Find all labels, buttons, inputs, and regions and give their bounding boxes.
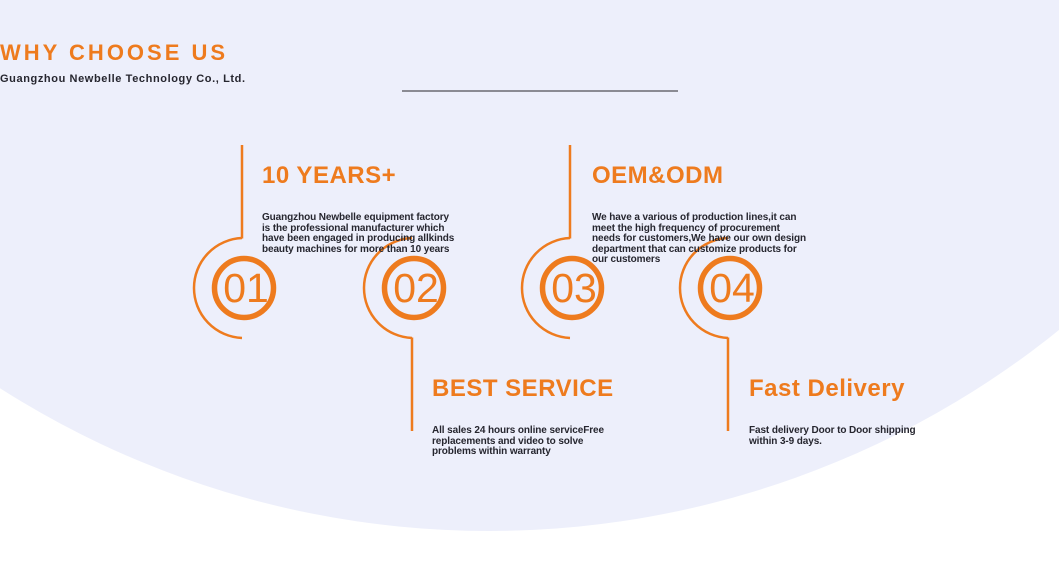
feature-title: BEST SERVICE <box>432 375 614 402</box>
feature-block-oem-odm: OEM&ODM We have a various of production … <box>592 145 806 284</box>
step-number-03: 03 <box>551 264 597 311</box>
feature-arc <box>362 236 413 340</box>
feature-block-fast-delivery: Fast Delivery Fast delivery Door to Door… <box>749 358 916 465</box>
step-number-02: 02 <box>393 264 439 311</box>
feature-description: Guangzhou Newbelle equipment factory is … <box>262 212 455 255</box>
feature-arc <box>192 236 243 340</box>
feature-number-circle <box>211 255 277 321</box>
feature-title: 10 YEARS+ <box>262 162 397 189</box>
feature-arc <box>520 236 571 340</box>
feature-description: All sales 24 hours online serviceFree re… <box>432 425 604 458</box>
page-title: WHY CHOOSE US <box>0 40 229 65</box>
feature-description: We have a various of production lines,it… <box>592 212 806 266</box>
step-number-04: 04 <box>709 264 755 311</box>
feature-title: Fast Delivery <box>749 375 905 402</box>
page-subtitle: Guangzhou Newbelle Technology Co., Ltd. <box>0 73 246 85</box>
feature-block-10-years: 10 YEARS+ Guangzhou Newbelle equipment f… <box>262 145 454 273</box>
step-number-01: 01 <box>223 264 269 311</box>
feature-number-circle <box>697 255 763 321</box>
feature-arc <box>678 236 729 340</box>
feature-number-circle <box>381 255 447 321</box>
feature-title: OEM&ODM <box>592 162 724 189</box>
feature-description: Fast delivery Door to Door shipping with… <box>749 425 916 447</box>
title-divider <box>402 90 678 92</box>
feature-block-best-service: BEST SERVICE All sales 24 hours online s… <box>432 358 614 476</box>
feature-number-circle <box>539 255 605 321</box>
